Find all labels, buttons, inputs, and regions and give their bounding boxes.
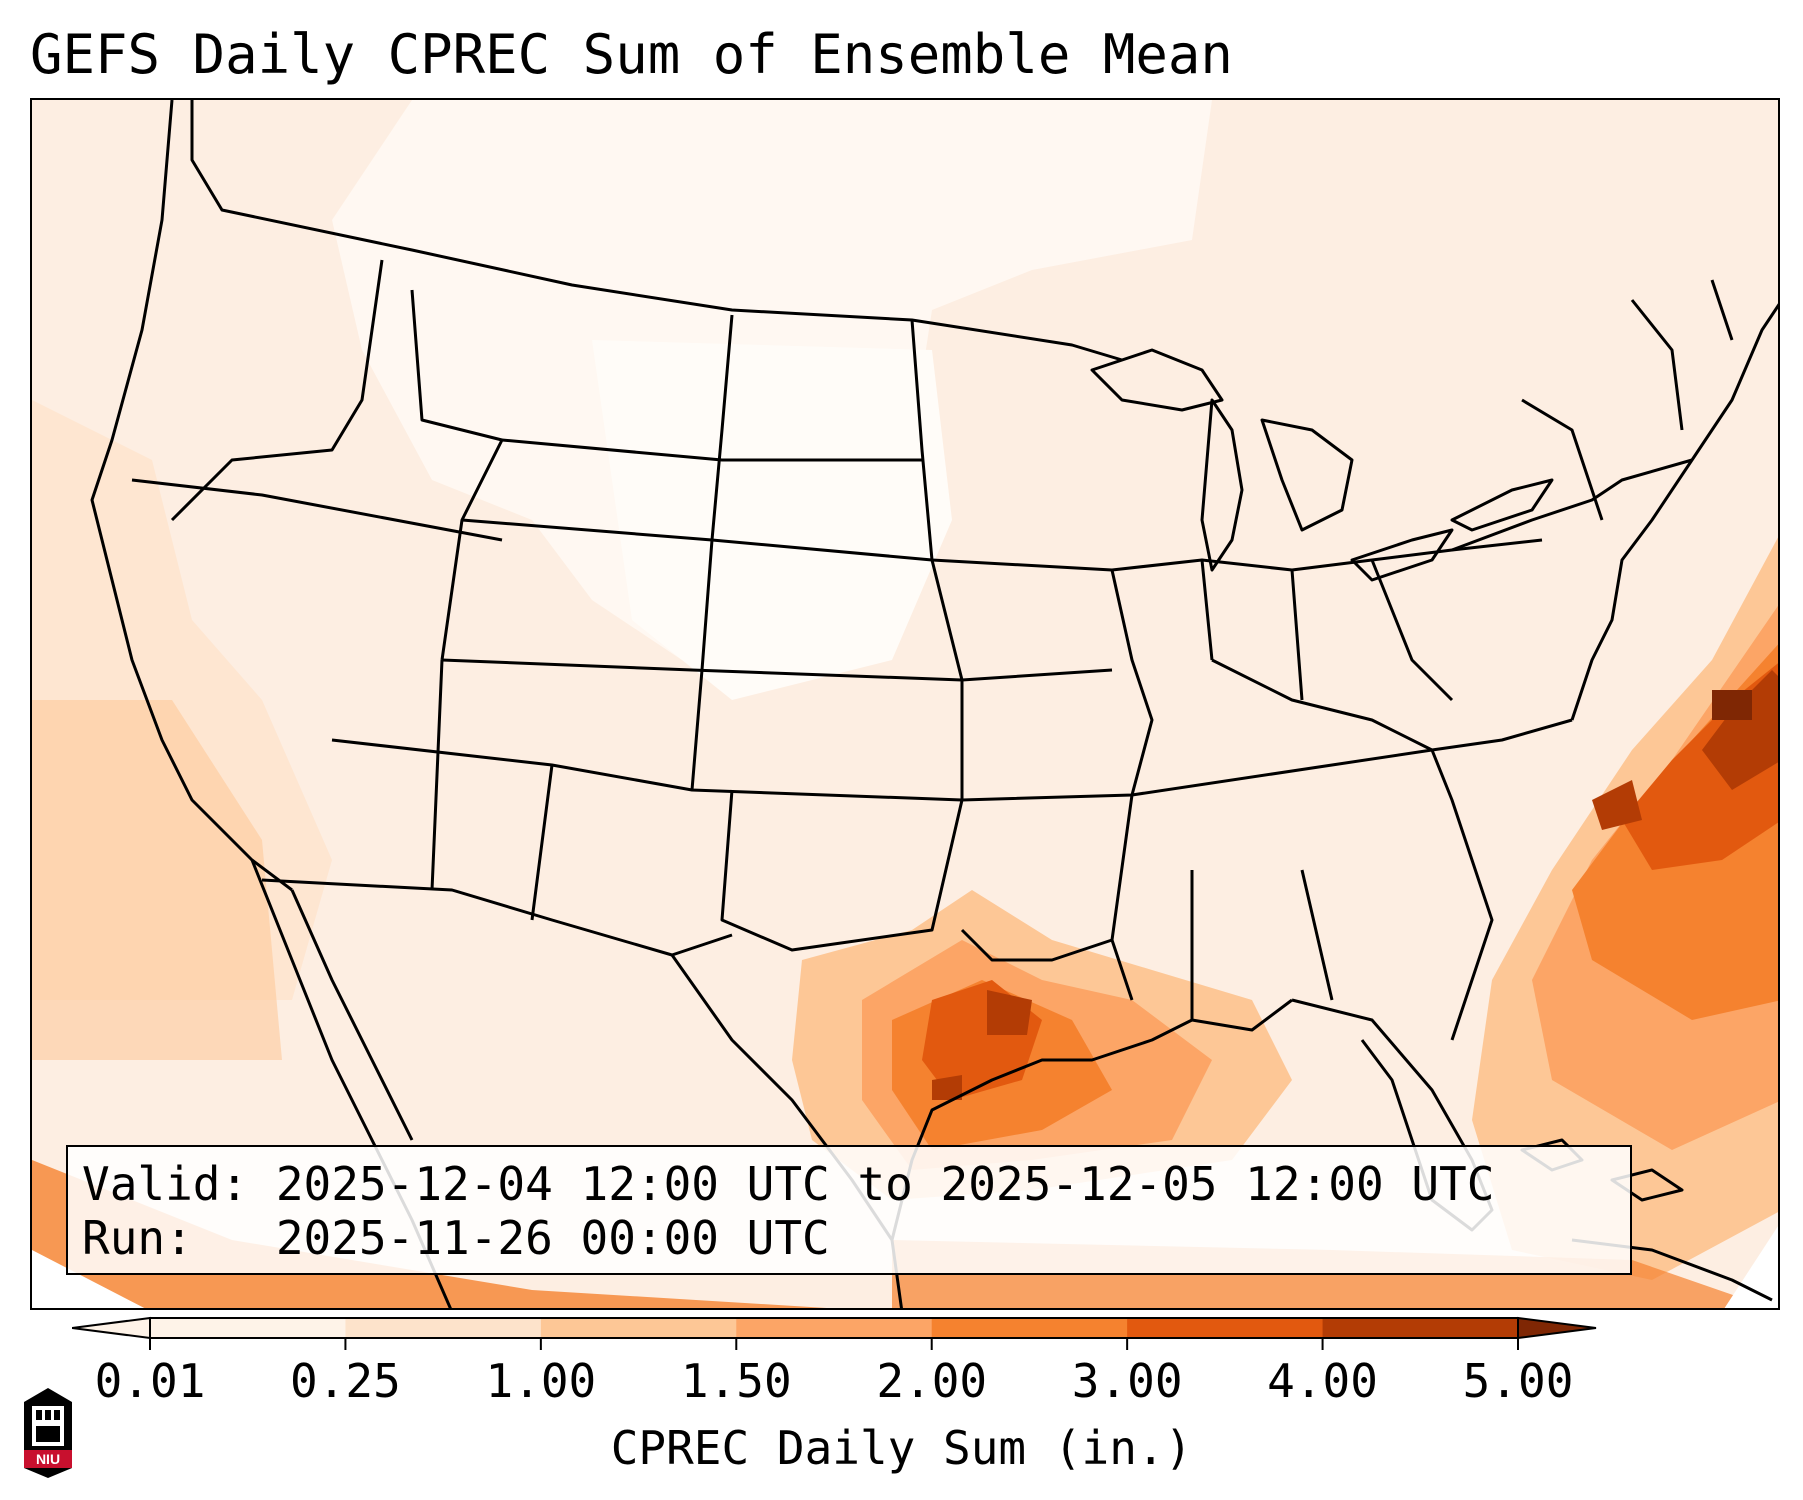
state-boundaries	[90, 100, 1778, 1308]
colorbar-segments	[72, 1316, 1597, 1340]
colorbar-segment	[345, 1318, 542, 1338]
precip-field	[32, 100, 1778, 1308]
colorbar-segment	[1322, 1318, 1519, 1338]
logo-text: NIU	[36, 1451, 60, 1467]
colorbar-segment	[540, 1318, 737, 1338]
colorbar-tick-label: 0.01	[94, 1354, 206, 1408]
colorbar-tick-label: 4.00	[1267, 1354, 1378, 1408]
colorbar-outline	[149, 1317, 1519, 1339]
colorbar-ticks	[149, 1338, 1519, 1350]
colorbar-tick-label: 3.00	[1071, 1354, 1183, 1408]
niu-logo: NIU	[24, 1388, 72, 1478]
run-time-text: Run: 2025-11-26 00:00 UTC	[82, 1211, 830, 1265]
colorbar-tick-label: 0.25	[290, 1354, 401, 1408]
colorbar-segment	[1127, 1318, 1324, 1338]
colorbar-segment	[150, 1318, 346, 1338]
colorbar-extend-high	[1517, 1316, 1597, 1340]
colorbar-tick-label: 2.00	[876, 1354, 988, 1408]
colorbar-segment	[736, 1318, 933, 1338]
colorbar-tick-label: 1.50	[680, 1354, 792, 1408]
valid-time-text: Valid: 2025-12-04 12:00 UTC to 2025-12-0…	[82, 1157, 1495, 1211]
colorbar-segment	[931, 1318, 1128, 1338]
valid-run-info-box: Valid: 2025-12-04 12:00 UTC to 2025-12-0…	[66, 1145, 1632, 1275]
colorbar-label: CPREC Daily Sum (in.)	[610, 1421, 1193, 1475]
colorbar	[72, 1316, 1597, 1350]
colorbar-tick-label: 1.00	[485, 1354, 597, 1408]
map-area[interactable]	[30, 98, 1780, 1310]
map-title: GEFS Daily CPREC Sum of Ensemble Mean	[30, 23, 1233, 86]
colorbar-tick-label: 5.00	[1462, 1354, 1574, 1408]
colorbar-extend-low	[72, 1316, 151, 1340]
